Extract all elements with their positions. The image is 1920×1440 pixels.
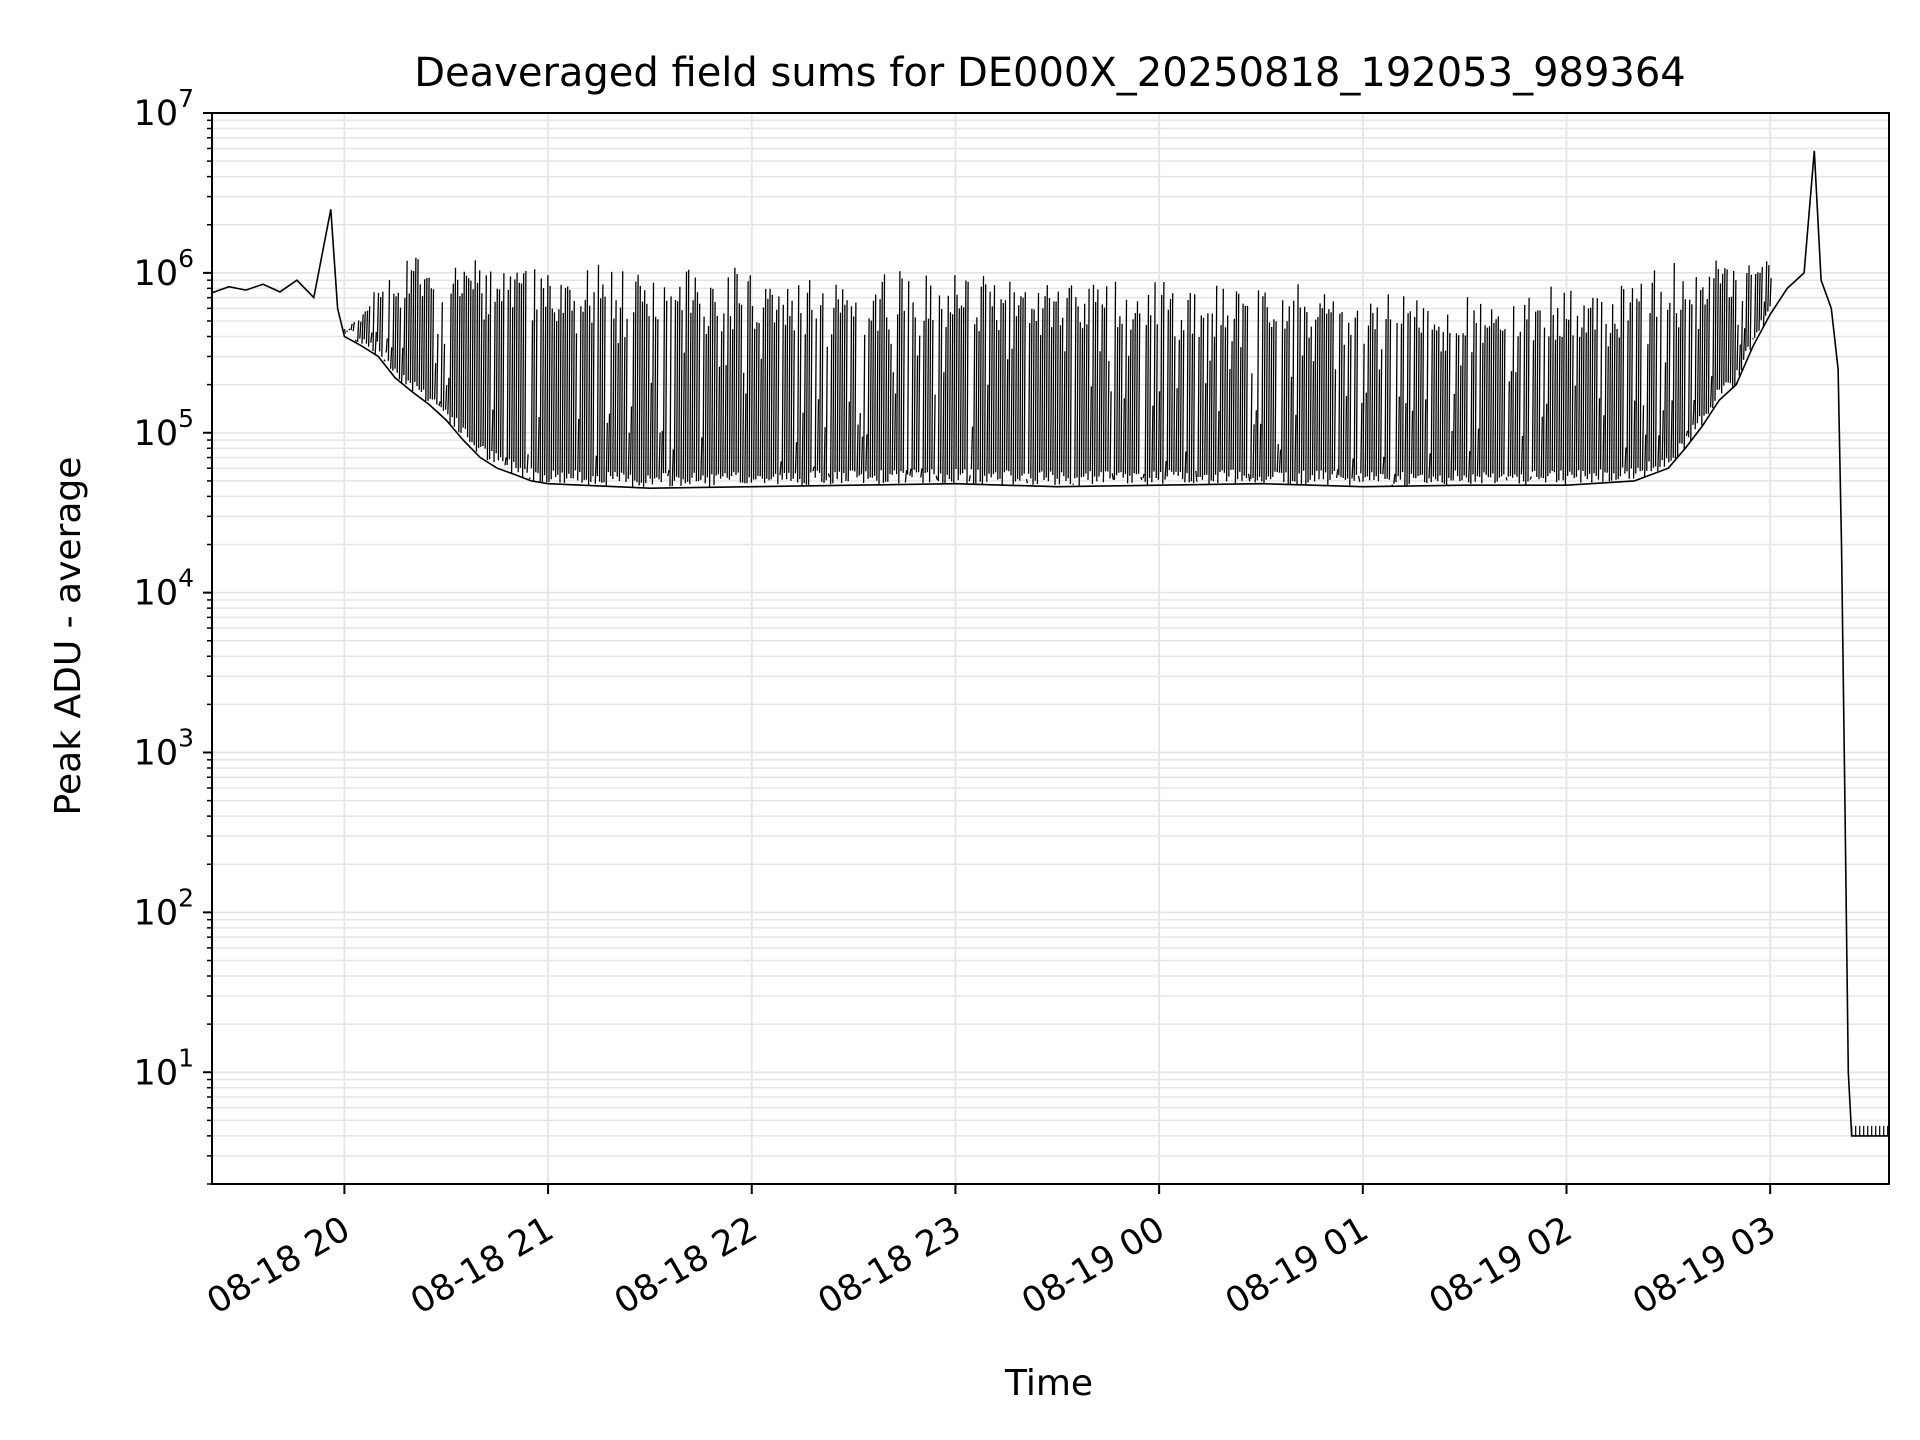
series-noise-band [343,257,1772,487]
y-tick-exponent: 3 [178,724,194,753]
series-tail-ticks [1851,1125,1889,1136]
plot-frame [211,112,1890,1185]
series-line [211,150,1889,1137]
y-tick-exponent: 2 [178,883,194,912]
y-tick-exponent: 5 [178,404,194,433]
y-tick-exponent: 4 [178,564,194,593]
chart-title: Deaveraged field sums for DE000X_2025081… [414,50,1686,96]
y-axis-label: Peak ADU - average [48,457,89,816]
series-layer [211,150,1889,1137]
y-tick-exponent: 7 [178,84,194,113]
y-tick-exponent: 6 [178,244,194,273]
x-axis-label: Time [1004,1363,1093,1404]
y-tick-exponent: 1 [178,1043,194,1072]
